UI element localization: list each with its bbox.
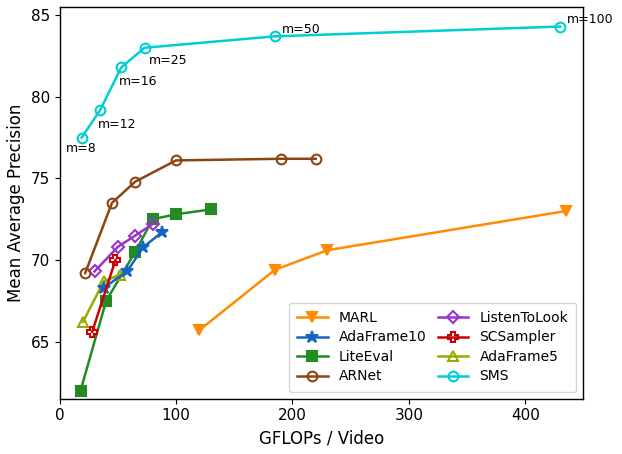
ListenToLook [149,222,157,227]
Line: MARL: MARL [195,206,571,335]
Legend: MARL, AdaFrame10, LiteEval, ARNet, ListenToLook, SCSampler, AdaFrame5, SMS: MARL, AdaFrame10, LiteEval, ARNet, Liste… [289,302,577,392]
Line: ListenToLook: ListenToLook [90,220,157,276]
SMS [271,34,279,39]
Y-axis label: Mean Average Precision: Mean Average Precision [7,104,25,302]
LiteEval [149,217,157,222]
LiteEval [103,298,110,304]
Text: m=100: m=100 [567,13,614,26]
AdaFrame10 [159,230,166,235]
AdaFrame10 [140,244,147,250]
LiteEval [77,388,85,393]
LiteEval [172,212,180,217]
MARL [323,247,331,253]
ARNet [172,158,180,163]
ARNet [108,200,116,206]
AdaFrame5 [79,319,86,325]
MARL [562,208,570,214]
ListenToLook [91,269,98,274]
AdaFrame5 [100,278,108,284]
SMS [78,135,85,140]
SMS [96,107,104,113]
Line: ARNet: ARNet [80,154,320,278]
SMS [141,45,148,50]
SCSampler [112,257,119,263]
X-axis label: GFLOPs / Video: GFLOPs / Video [259,429,384,447]
Text: m=25: m=25 [149,54,188,67]
Text: m=8: m=8 [65,142,96,155]
ARNet [131,179,139,184]
LiteEval [131,249,139,255]
ARNet [277,156,284,162]
SMS [557,24,564,29]
ARNet [312,156,320,162]
Text: m=12: m=12 [98,118,136,131]
Text: m=50: m=50 [282,23,321,36]
SMS [118,64,125,70]
LiteEval [207,207,215,212]
MARL [195,327,203,333]
Line: AdaFrame10: AdaFrame10 [98,226,169,294]
Line: LiteEval: LiteEval [76,205,216,395]
ListenToLook [131,233,139,238]
AdaFrame5 [116,272,124,277]
Line: SMS: SMS [77,22,565,143]
AdaFrame10 [123,269,131,274]
Line: SCSampler: SCSampler [87,255,120,337]
Text: m=16: m=16 [119,75,157,89]
ARNet [81,270,89,276]
Line: AdaFrame5: AdaFrame5 [78,270,125,327]
AdaFrame10 [100,285,108,291]
SCSampler [88,329,96,335]
MARL [271,267,279,272]
ListenToLook [114,244,121,250]
